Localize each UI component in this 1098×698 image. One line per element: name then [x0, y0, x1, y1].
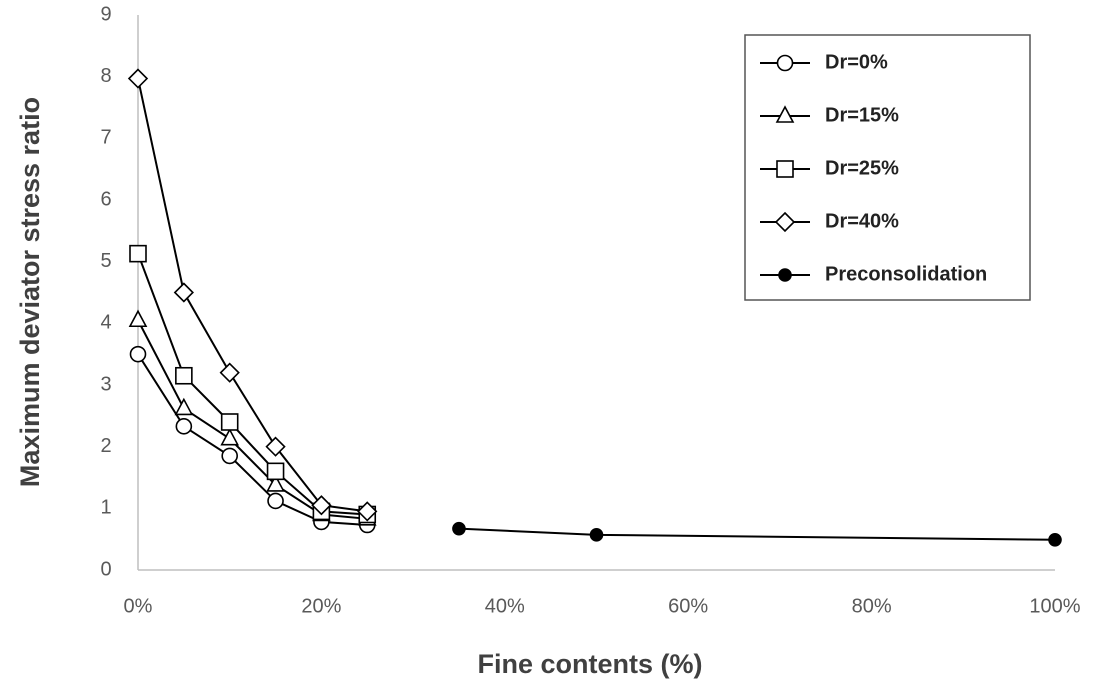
data-point: [219, 362, 240, 383]
data-point: [266, 462, 285, 481]
y-tick-label: 8: [100, 65, 111, 87]
legend-marker: [776, 54, 794, 72]
data-point: [128, 309, 148, 328]
data-point: [311, 495, 332, 516]
series-line: [137, 353, 368, 526]
y-tick-label: 7: [100, 127, 111, 149]
y-tick-label: 5: [100, 250, 111, 272]
y-tick-label: 3: [100, 373, 111, 395]
data-point: [129, 244, 147, 263]
x-tick-label: 100%: [1029, 595, 1080, 617]
y-tick-label: 6: [100, 188, 111, 210]
y-axis-title: Maximum deviator stress ratio: [15, 97, 45, 487]
data-point: [220, 413, 239, 431]
data-point: [267, 492, 284, 510]
series-line: [137, 319, 368, 520]
x-tick-label: 20%: [301, 595, 341, 617]
x-axis-title: Fine contents (%): [477, 649, 702, 679]
data-point: [129, 345, 147, 363]
x-tick-label: 80%: [852, 595, 892, 617]
x-tick-label: 0%: [124, 595, 153, 617]
data-point: [221, 447, 238, 465]
y-tick-label: 2: [100, 435, 111, 457]
data-point: [265, 436, 286, 457]
legend-label: Dr=0%: [825, 51, 888, 73]
data-point: [175, 366, 193, 385]
x-tick-label: 60%: [668, 595, 708, 617]
data-point: [266, 474, 285, 492]
data-point: [127, 68, 149, 89]
legend-marker: [776, 160, 794, 178]
y-tick-label: 9: [100, 3, 111, 25]
data-point: [173, 282, 194, 303]
data-point: [589, 528, 604, 542]
data-point: [220, 427, 240, 446]
data-point: [452, 521, 466, 536]
y-tick-label: 4: [100, 312, 111, 334]
legend-label: Dr=25%: [825, 157, 899, 179]
data-point: [175, 418, 193, 435]
legend-marker: [774, 211, 796, 233]
series-line: [458, 527, 1056, 541]
legend-marker: [775, 105, 795, 123]
legend-label: Dr=40%: [825, 210, 899, 232]
legend-label: Dr=15%: [825, 104, 899, 126]
data-point: [357, 501, 378, 522]
series-line: [137, 253, 368, 516]
legend-marker: [778, 268, 792, 282]
y-tick-label: 1: [100, 497, 111, 519]
data-point: [174, 397, 194, 416]
data-point: [1048, 532, 1062, 547]
x-tick-label: 40%: [485, 595, 525, 617]
y-tick-label: 0: [100, 558, 111, 580]
legend-label: Preconsolidation: [825, 263, 987, 285]
